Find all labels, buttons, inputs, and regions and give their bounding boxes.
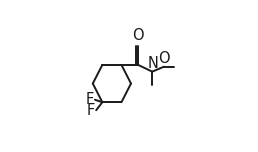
Text: O: O: [132, 28, 144, 43]
Text: N: N: [147, 56, 158, 71]
Text: F: F: [85, 92, 94, 107]
Text: F: F: [87, 103, 95, 118]
Text: O: O: [158, 51, 170, 66]
